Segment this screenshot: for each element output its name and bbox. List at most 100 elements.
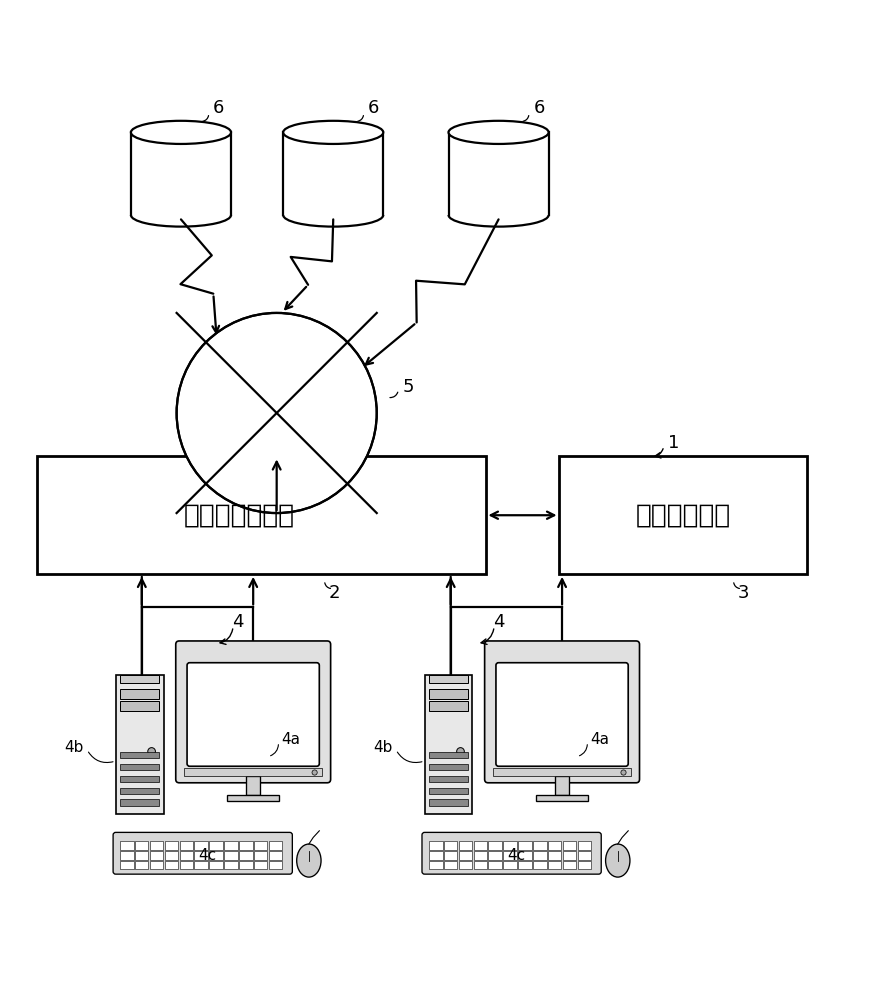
Circle shape <box>177 313 377 513</box>
Bar <box>210 851 223 860</box>
Bar <box>459 841 472 850</box>
Bar <box>120 788 159 794</box>
Bar <box>548 851 561 860</box>
Bar <box>444 851 457 860</box>
Bar <box>459 851 472 860</box>
Text: 6: 6 <box>213 99 225 117</box>
Bar <box>225 841 238 850</box>
Bar <box>269 841 282 850</box>
Bar <box>194 851 208 860</box>
Bar <box>120 851 133 860</box>
Bar <box>283 132 384 215</box>
Text: 6: 6 <box>533 99 545 117</box>
Bar <box>120 764 159 770</box>
Bar <box>254 851 268 860</box>
Text: 4c: 4c <box>198 848 216 863</box>
Bar <box>518 851 532 860</box>
Bar <box>135 851 149 860</box>
Bar <box>120 675 159 683</box>
Bar <box>474 851 487 860</box>
Bar <box>430 752 468 758</box>
Bar <box>116 675 164 814</box>
Bar <box>518 861 532 869</box>
Bar <box>185 768 322 776</box>
Bar <box>120 689 159 699</box>
Circle shape <box>621 770 626 775</box>
Bar <box>518 841 532 850</box>
FancyBboxPatch shape <box>484 641 639 783</box>
Bar <box>563 861 576 869</box>
Bar <box>194 861 208 869</box>
Bar <box>225 851 238 860</box>
Bar <box>269 861 282 869</box>
Circle shape <box>148 748 156 755</box>
Bar <box>430 799 468 806</box>
Bar <box>536 795 588 801</box>
Bar <box>563 851 576 860</box>
Bar <box>489 861 502 869</box>
Bar <box>577 841 591 850</box>
Text: 4b: 4b <box>373 740 392 755</box>
Bar <box>448 132 549 215</box>
Bar <box>430 689 468 699</box>
Bar <box>37 456 485 574</box>
Text: 数据处理服务器: 数据处理服务器 <box>184 502 294 528</box>
Bar <box>120 799 159 806</box>
Bar <box>548 841 561 850</box>
Bar <box>164 861 179 869</box>
Circle shape <box>312 770 317 775</box>
Bar <box>430 776 468 782</box>
Bar <box>120 861 133 869</box>
Bar <box>210 861 223 869</box>
Bar <box>239 841 253 850</box>
Text: 1: 1 <box>668 434 680 452</box>
Bar <box>210 841 223 850</box>
Bar <box>430 675 468 683</box>
Ellipse shape <box>606 844 630 877</box>
Bar <box>560 456 807 574</box>
Bar <box>227 795 279 801</box>
Bar <box>149 861 164 869</box>
FancyBboxPatch shape <box>176 641 331 783</box>
FancyBboxPatch shape <box>496 663 629 766</box>
Text: 2: 2 <box>329 584 340 602</box>
Bar <box>179 851 193 860</box>
Bar <box>474 861 487 869</box>
Bar <box>459 861 472 869</box>
Bar <box>225 861 238 869</box>
Circle shape <box>457 748 464 755</box>
Bar <box>135 841 149 850</box>
Bar <box>493 768 631 776</box>
Bar <box>430 764 468 770</box>
Text: 3: 3 <box>738 584 750 602</box>
Bar <box>563 841 576 850</box>
Bar <box>429 841 443 850</box>
Text: 数据库服务器: 数据库服务器 <box>636 502 731 528</box>
Text: 4: 4 <box>232 613 243 631</box>
Bar <box>164 841 179 850</box>
Text: 5: 5 <box>403 378 415 396</box>
Bar <box>577 861 591 869</box>
Bar <box>533 861 546 869</box>
Ellipse shape <box>448 121 549 144</box>
FancyBboxPatch shape <box>113 832 293 874</box>
Bar <box>254 861 268 869</box>
Bar <box>131 132 231 215</box>
Bar <box>503 861 517 869</box>
Bar <box>489 851 502 860</box>
Bar <box>120 841 133 850</box>
Bar <box>444 841 457 850</box>
Bar <box>269 851 282 860</box>
Bar <box>239 861 253 869</box>
Bar <box>149 841 164 850</box>
Bar <box>164 851 179 860</box>
Bar <box>179 861 193 869</box>
Bar <box>577 851 591 860</box>
Bar <box>503 841 517 850</box>
Bar <box>548 861 561 869</box>
Bar <box>555 776 569 795</box>
Ellipse shape <box>297 844 321 877</box>
Bar <box>239 851 253 860</box>
Ellipse shape <box>283 121 384 144</box>
Bar <box>194 841 208 850</box>
